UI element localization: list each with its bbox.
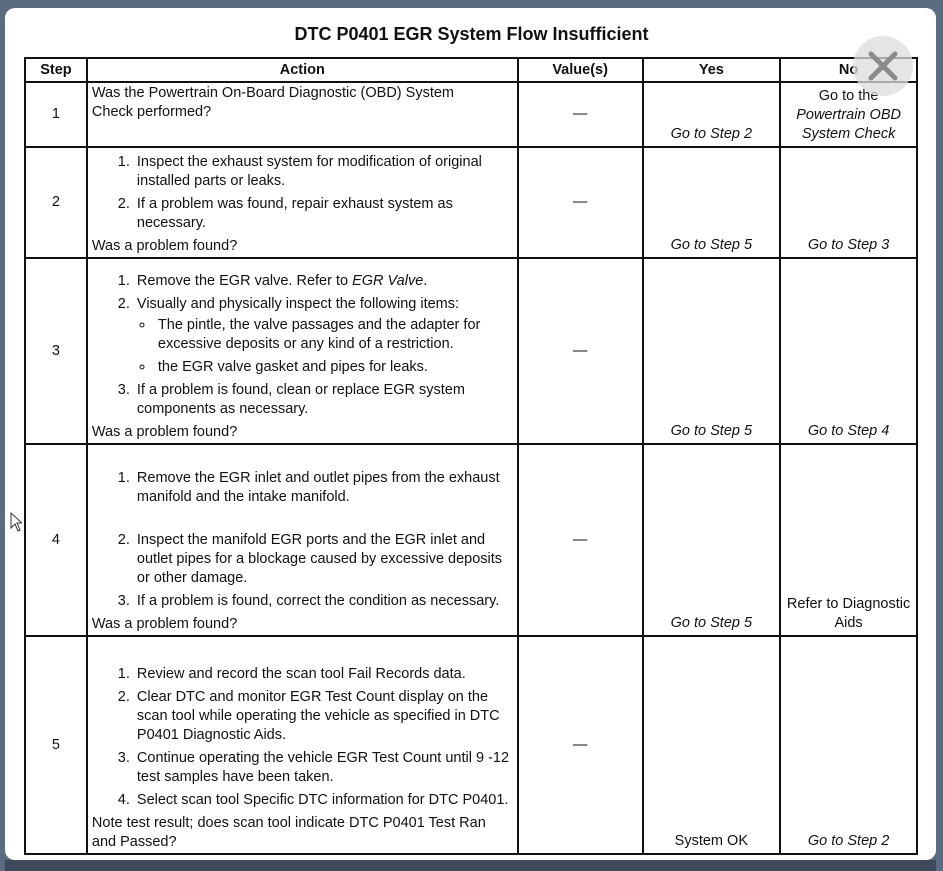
action-question: Note test result; does scan tool indicat… <box>91 815 486 850</box>
action-cell: Review and record the scan tool Fail Rec… <box>85 635 519 855</box>
header-yes: Yes <box>641 57 782 83</box>
yes-cell: Go to Step 5 <box>641 443 782 637</box>
no-cell: Go to Step 4 <box>779 257 918 445</box>
value-cell: — <box>516 81 644 148</box>
value-cell: — <box>516 257 644 445</box>
action-cell: Remove the EGR valve. Refer to EGR Valve… <box>85 257 519 445</box>
action-item: Clear DTC and monitor EGR Test Count dis… <box>134 688 513 745</box>
action-question: Was a problem found? <box>91 616 238 632</box>
action-question: Was a problem found? <box>91 238 238 254</box>
step-number: 1 <box>24 81 88 148</box>
action-question: Was the Powertrain On-Board Diagnostic (… <box>85 81 519 148</box>
table-row: 5 Review and record the scan tool Fail R… <box>24 635 918 855</box>
step-number: 2 <box>24 146 88 259</box>
action-item: Continue operating the vehicle EGR Test … <box>134 749 513 787</box>
yes-cell: Go to Step 5 <box>641 146 782 259</box>
table-row: 2 Inspect the exhaust system for modific… <box>24 146 918 259</box>
close-icon <box>868 51 898 81</box>
action-item: If a problem is found, clean or replace … <box>134 381 513 419</box>
step-number: 3 <box>24 257 88 445</box>
value-cell: — <box>516 146 644 259</box>
action-cell: Inspect the exhaust system for modificat… <box>85 146 519 259</box>
value-cell: — <box>516 635 644 855</box>
action-item: Inspect the manifold EGR ports and the E… <box>134 531 513 588</box>
step-number: 4 <box>24 443 88 637</box>
mouse-cursor-icon <box>10 512 22 532</box>
no-cell: Refer to Diagnostic Aids <box>779 443 918 637</box>
no-cell: Go to Step 2 <box>779 635 918 855</box>
action-item: If a problem is found, correct the condi… <box>134 592 513 611</box>
no-prefix: Go to the <box>818 88 879 104</box>
diagnostic-table: Step Action Value(s) Yes No 1 Was the Po… <box>24 57 918 855</box>
action-item: Remove the EGR valve. Refer to EGR Valve… <box>134 272 513 291</box>
action-question: Was a problem found? <box>91 424 238 440</box>
yes-cell: System OK <box>641 635 782 855</box>
yes-cell: Go to Step 2 <box>641 81 782 148</box>
header-row: Step Action Value(s) Yes No <box>24 57 918 83</box>
bullet-item: The pintle, the valve passages and the a… <box>155 316 513 354</box>
yes-cell: Go to Step 5 <box>641 257 782 445</box>
value-cell: — <box>516 443 644 637</box>
action-item: Select scan tool Specific DTC informatio… <box>134 791 513 810</box>
table-row: 1 Was the Powertrain On-Board Diagnostic… <box>24 81 918 148</box>
action-item: Inspect the exhaust system for modificat… <box>134 153 513 191</box>
action-item: Remove the EGR inlet and outlet pipes fr… <box>134 469 513 507</box>
header-action: Action <box>85 57 519 83</box>
table-row: 3 Remove the EGR valve. Refer to EGR Val… <box>24 257 918 445</box>
table-row: 4 Remove the EGR inlet and outlet pipes … <box>24 443 918 637</box>
action-item: Visually and physically inspect the foll… <box>134 295 513 377</box>
document-title: DTC P0401 EGR System Flow Insufficient <box>294 24 649 44</box>
action-text: . <box>423 273 428 289</box>
step-number: 5 <box>24 635 88 855</box>
action-cell: Remove the EGR inlet and outlet pipes fr… <box>85 443 519 637</box>
action-item: If a problem was found, repair exhaust s… <box>134 195 513 233</box>
viewer-bottom-bar <box>5 860 936 871</box>
no-link: Powertrain OBD System Check <box>796 107 901 142</box>
action-text: Visually and physically inspect the foll… <box>136 296 460 312</box>
close-button[interactable] <box>853 36 913 96</box>
action-text: Remove the EGR valve. Refer to <box>136 273 353 289</box>
header-step: Step <box>24 57 88 83</box>
action-item: Review and record the scan tool Fail Rec… <box>134 665 513 684</box>
no-cell: Go to Step 3 <box>779 146 918 259</box>
header-values: Value(s) <box>516 57 644 83</box>
egr-valve-link: EGR Valve <box>352 273 424 289</box>
bullet-item: the EGR valve gasket and pipes for leaks… <box>155 358 513 377</box>
